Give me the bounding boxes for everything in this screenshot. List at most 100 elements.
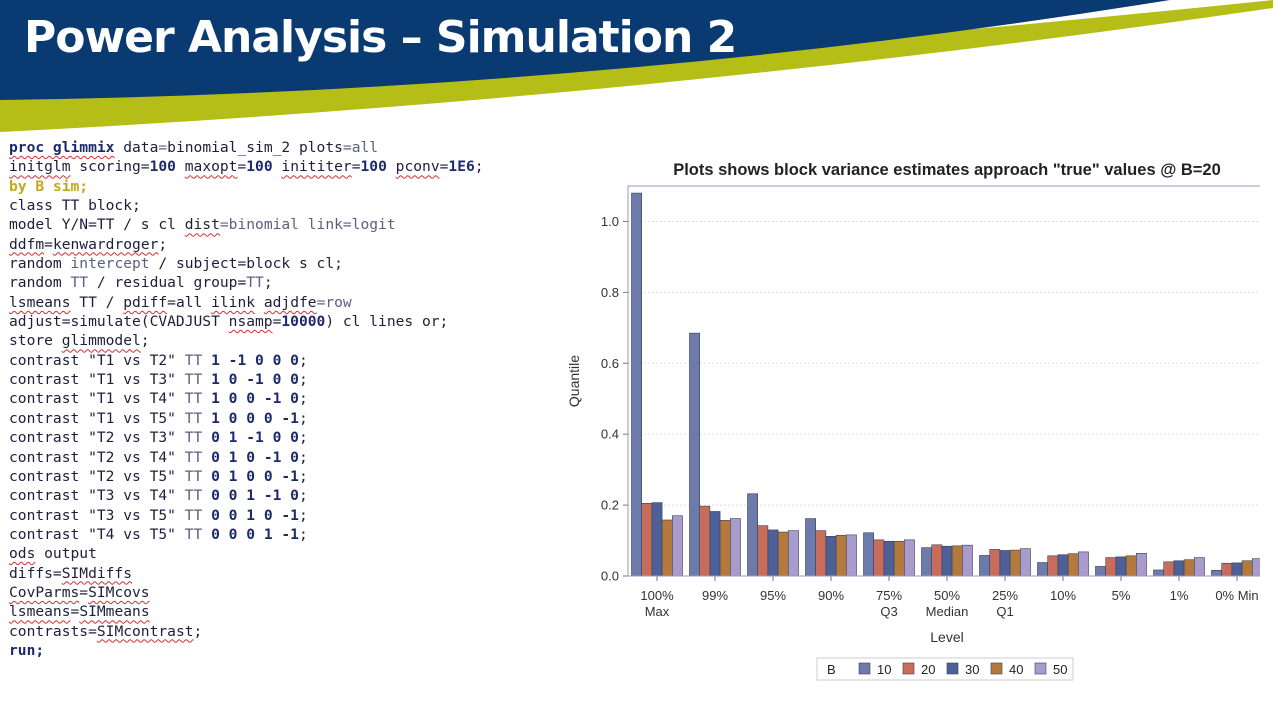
legend-swatch	[902, 662, 915, 675]
code-token: ;	[298, 429, 308, 447]
bar	[1095, 566, 1106, 577]
code-line: initglm scoring=100 maxopt=100 inititer=…	[9, 157, 484, 176]
bar	[689, 332, 700, 577]
bar	[767, 529, 779, 577]
code-token: / residual group=	[88, 274, 247, 292]
slide-title: Power Analysis – Simulation 2	[24, 12, 737, 63]
bar	[931, 544, 943, 577]
x-tick-label: Max	[645, 604, 670, 619]
bar	[1231, 562, 1243, 577]
code-token: =	[237, 158, 247, 176]
y-tick-label: 0.0	[601, 569, 619, 584]
code-token	[202, 410, 211, 427]
x-tick-label: 99%	[702, 588, 728, 603]
bar	[961, 544, 973, 577]
code-token: scoring=	[70, 158, 150, 176]
bar	[757, 525, 769, 577]
code-token: TT	[184, 525, 203, 543]
code-token: ilink	[211, 293, 256, 311]
x-tick-label: 100%	[640, 588, 674, 603]
code-token: class TT block;	[9, 197, 141, 215]
x-tick-label: 5%	[1112, 588, 1131, 603]
y-axis-label: Quantile	[566, 355, 582, 407]
code-token	[202, 507, 211, 524]
code-token: TT	[184, 351, 203, 369]
code-token: =	[342, 139, 352, 156]
code-token: data	[114, 139, 159, 156]
code-token: contrast "T1 vs T4"	[9, 390, 185, 408]
code-line: contrast "T2 vs T5" TT 0 1 0 0 -1;	[9, 467, 484, 486]
code-token: kenwardroger	[52, 235, 159, 253]
bar	[777, 531, 789, 577]
legend-label: 40	[1009, 662, 1023, 677]
legend-label: 30	[965, 662, 979, 677]
code-token	[176, 158, 185, 175]
bar	[1153, 569, 1164, 577]
code-token: =all	[167, 293, 212, 311]
title-banner	[0, 0, 1273, 132]
x-tick-label: 90%	[818, 588, 844, 603]
code-token: intercept	[70, 255, 150, 273]
code-token: inititer	[281, 158, 352, 176]
code-token	[202, 487, 211, 504]
code-token: contrast "T2 vs T4"	[9, 448, 185, 466]
code-token: contrast "T1 vs T3"	[9, 371, 185, 389]
x-tick-label: 1%	[1170, 588, 1189, 603]
code-token: =	[439, 158, 449, 176]
legend-swatch	[946, 662, 959, 675]
code-token: contrast "T1 vs T2"	[9, 351, 185, 369]
code-token: random	[9, 274, 71, 292]
code-token: ;	[298, 448, 308, 466]
x-axis-label: Level	[930, 629, 963, 645]
legend-swatch	[990, 662, 1003, 675]
code-line: lsmeans=SIMmeans	[9, 602, 484, 621]
bar	[941, 545, 953, 577]
code-token: 1E6	[448, 158, 475, 176]
code-line: model Y/N=TT / s cl dist=binomial link=l…	[9, 215, 484, 234]
bar	[979, 555, 990, 577]
legend-label: 20	[921, 662, 935, 677]
code-token: SIMcovs	[88, 583, 150, 601]
code-token	[202, 429, 211, 446]
code-token: ;	[140, 332, 150, 350]
bar	[903, 539, 915, 577]
legend-box	[816, 657, 1074, 681]
code-token: TT	[184, 409, 203, 427]
bar	[631, 192, 642, 577]
code-token: 0 1 -1 0 0	[211, 429, 299, 447]
x-tick-label: 0% Min	[1215, 588, 1258, 603]
code-line: adjust=simulate(CVADJUST nsamp=10000) cl…	[9, 312, 484, 331]
code-token: ;	[298, 371, 308, 389]
code-token: random	[9, 255, 71, 273]
x-tick-label: 95%	[760, 588, 786, 603]
bar	[730, 518, 741, 577]
x-tick-label: Q3	[880, 604, 897, 619]
code-token: TT	[184, 506, 203, 524]
code-token	[202, 371, 211, 388]
code-token: contrast "T3 vs T5"	[9, 506, 185, 524]
bar	[709, 511, 721, 577]
code-token: ods	[9, 545, 36, 563]
code-token: TT	[184, 467, 203, 485]
code-token: ;	[298, 487, 308, 505]
code-token: pdiff	[123, 293, 168, 311]
sas-code-block: proc glimmix data=binomial_sim_2 plots=a…	[9, 138, 484, 660]
code-line: random intercept / subject=block s cl;	[9, 254, 484, 273]
code-token: output	[35, 545, 97, 563]
code-line: random TT / residual group=TT;	[9, 273, 484, 292]
bar	[999, 550, 1011, 577]
code-token: binomial_sim_2 plots	[167, 139, 343, 156]
bar	[1105, 557, 1117, 577]
code-token: ;	[193, 622, 203, 640]
code-line: store glimmodel;	[9, 331, 484, 350]
code-token: ) cl lines or;	[325, 313, 449, 331]
bar	[1183, 559, 1195, 577]
y-tick-label: 0.8	[601, 285, 619, 300]
plot-frame	[627, 185, 1260, 577]
code-token: CovParms	[9, 583, 80, 601]
bar	[1125, 555, 1137, 577]
bar	[651, 502, 663, 577]
code-token: lsmeans	[9, 293, 71, 311]
bar	[661, 519, 673, 577]
code-token: TT	[70, 274, 89, 292]
